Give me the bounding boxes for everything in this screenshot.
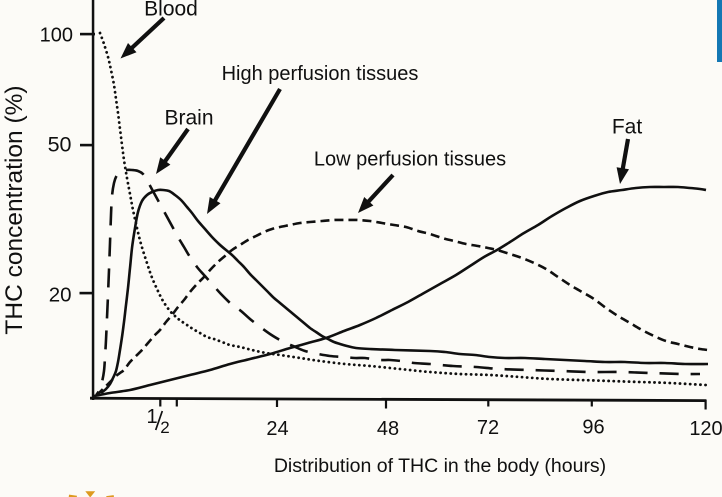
svg-text:48: 48 [377, 418, 399, 440]
svg-text:Fat: Fat [612, 116, 643, 139]
svg-text:120: 120 [689, 418, 722, 440]
svg-text:THC concentration (%): THC concentration (%) [1, 85, 28, 334]
svg-text:1: 1 [146, 406, 157, 428]
svg-text:Brain: Brain [164, 107, 213, 130]
svg-text:72: 72 [477, 417, 499, 439]
svg-text:Blood: Blood [144, 0, 198, 21]
svg-text:Distribution of THC in the bod: Distribution of THC in the body (hours) [274, 455, 606, 477]
svg-text:50: 50 [48, 133, 72, 157]
svg-text:2: 2 [160, 418, 169, 437]
svg-text:High perfusion tissues: High perfusion tissues [222, 63, 419, 85]
svg-text:20: 20 [49, 284, 72, 307]
svg-text:96: 96 [582, 417, 604, 439]
svg-text:Low perfusion tissues: Low perfusion tissues [314, 149, 506, 171]
svg-text:24: 24 [266, 418, 288, 440]
svg-text:100: 100 [40, 24, 73, 46]
